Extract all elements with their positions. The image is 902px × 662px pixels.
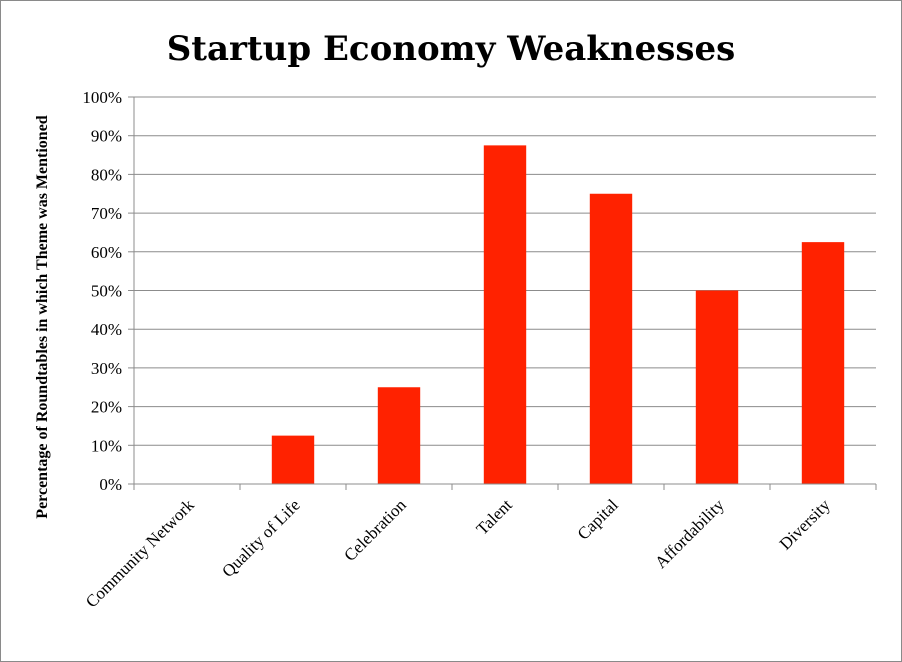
y-tick-labels: 0% 10% 20% 30% 40% 50% 60% 70% 80% 90% 100% [82, 88, 122, 494]
chart-title: Startup Economy Weaknesses [167, 29, 736, 69]
x-tick-label: Talent [473, 495, 516, 538]
y-tick-label: 30% [91, 359, 122, 378]
y-tick-label: 50% [91, 282, 122, 301]
x-tick-label: Quality of Life [218, 495, 304, 581]
y-tick-label: 0% [99, 475, 122, 494]
bar [695, 290, 739, 484]
x-tick-label: Affordability [651, 495, 728, 572]
y-tick-label: 20% [91, 398, 122, 417]
y-tick-label: 10% [91, 436, 122, 455]
bar [589, 193, 633, 484]
y-tick-label: 90% [91, 127, 122, 146]
y-tick-label: 80% [91, 165, 122, 184]
axes [128, 96, 877, 490]
y-tick-label: 70% [91, 204, 122, 223]
bars [271, 145, 845, 484]
y-tick-label: 60% [91, 243, 122, 262]
y-axis-label: Percentage of Roundtables in which Theme… [34, 115, 51, 519]
bar [801, 242, 845, 484]
x-tick-label: Diversity [776, 495, 835, 554]
x-tick-labels: Community Network Quality of Life Celebrat… [82, 495, 834, 611]
bar [377, 387, 421, 484]
x-tick-label: Celebration [340, 495, 410, 565]
x-tick-label: Capital [574, 495, 622, 543]
y-tick-label: 100% [82, 88, 122, 107]
y-tick-label: 40% [91, 320, 122, 339]
bar [483, 145, 527, 484]
bar [271, 435, 315, 484]
x-tick-label: Community Network [82, 495, 198, 611]
